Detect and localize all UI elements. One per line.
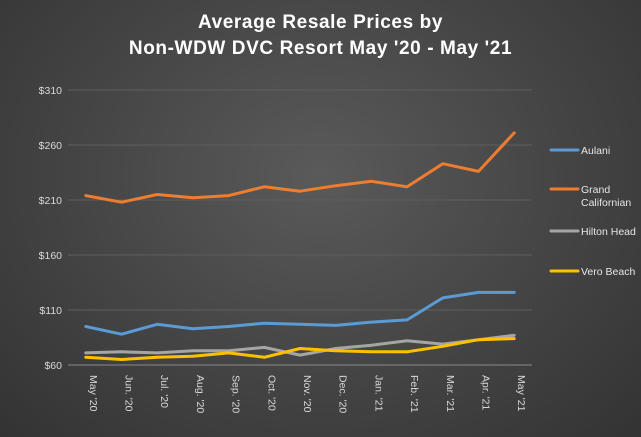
chart-title-line-2: Non-WDW DVC Resort May '20 - May '21	[128, 38, 513, 59]
series-line-hilton-head	[84, 333, 516, 357]
series-line-aulani	[84, 290, 516, 336]
y-tick-label: $260	[39, 140, 63, 152]
legend: Aulani Grand Californian Hilton Head Vero Be…	[549, 145, 636, 278]
x-tick-label: May '20	[87, 375, 99, 412]
legend-label: Vero Beach	[581, 266, 635, 278]
x-tick-label: Sep. '20	[230, 375, 242, 413]
x-tick-label: May '21	[515, 375, 527, 412]
legend-label: Grand Californian	[581, 184, 631, 209]
chart-title: Average Resale Prices by Non-WDW DVC Res…	[0, 10, 641, 62]
x-axis-ticks: May '20 Jun. '20 Jul. '20 Aug. '20 Sep. '20 O…	[87, 375, 527, 413]
chart-title-line-1: Average Resale Prices by	[197, 12, 443, 33]
y-tick-label: $160	[39, 250, 63, 262]
gridlines	[68, 89, 532, 366]
y-axis-ticks: $60 $110 $160 $210 $260 $310	[39, 85, 63, 372]
x-tick-label: Nov. '20	[301, 375, 313, 413]
x-tick-label: Apr. '21	[479, 375, 491, 410]
x-tick-label: Dec. '20	[337, 375, 349, 413]
x-tick-label: Jun. '20	[123, 375, 135, 412]
legend-label: Hilton Head	[581, 226, 636, 238]
legend-label: Aulani	[581, 145, 610, 157]
series-line-vero-beach	[84, 337, 516, 361]
y-tick-label: $210	[39, 195, 63, 207]
series-lines	[84, 131, 516, 361]
x-tick-label: Oct. '20	[265, 375, 277, 411]
series-line-grand-californian	[84, 131, 516, 204]
x-tick-label: Feb. '21	[408, 375, 420, 413]
x-tick-label: Aug. '20	[194, 375, 206, 413]
y-tick-label: $310	[39, 85, 63, 97]
x-tick-label: Jul. '20	[158, 375, 170, 408]
x-tick-label: Mar. '21	[444, 375, 456, 412]
y-tick-label: $60	[44, 360, 62, 372]
x-tick-label: Jan. '21	[372, 375, 384, 412]
y-tick-label: $110	[39, 305, 62, 317]
